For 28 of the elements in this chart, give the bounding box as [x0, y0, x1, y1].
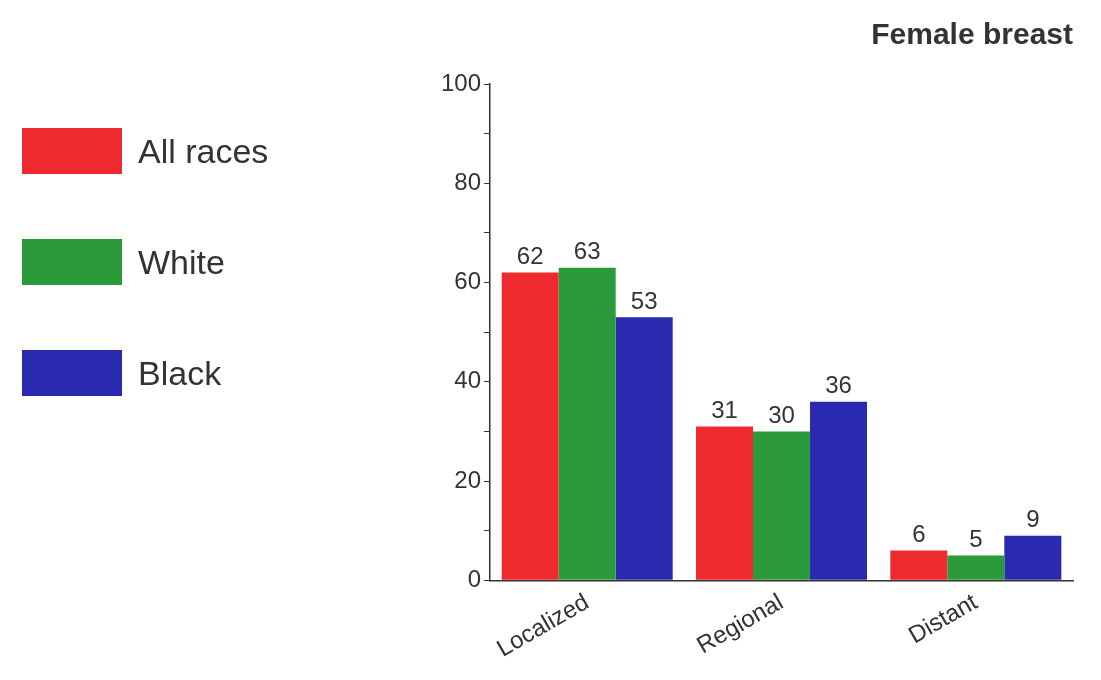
bar [810, 401, 868, 580]
data-label: 62 [516, 242, 544, 270]
data-label: 31 [711, 396, 738, 424]
bar [696, 426, 754, 580]
data-label: 30 [768, 401, 795, 429]
y-tick-label: 100 [441, 68, 482, 96]
data-label: 53 [630, 286, 658, 314]
bar [501, 272, 559, 580]
y-tick-label: 40 [454, 366, 482, 394]
bar [753, 431, 811, 580]
bar [558, 267, 616, 580]
legend-label: Black [138, 353, 222, 393]
data-label: 63 [573, 237, 601, 265]
legend-label: White [138, 242, 225, 282]
y-tick-label: 60 [454, 267, 482, 295]
y-tick-label: 0 [467, 564, 482, 592]
bar [615, 317, 673, 580]
data-label: 5 [969, 525, 983, 553]
legend-label: All races [138, 131, 269, 171]
data-label: 36 [825, 371, 852, 399]
bar [890, 550, 948, 580]
bar [947, 555, 1005, 580]
bar [1004, 535, 1062, 580]
data-label: 6 [912, 520, 926, 548]
chart-title: Female breast [871, 17, 1073, 51]
y-tick-label: 80 [454, 167, 482, 195]
data-label: 9 [1026, 505, 1040, 533]
y-tick-label: 20 [454, 465, 482, 493]
